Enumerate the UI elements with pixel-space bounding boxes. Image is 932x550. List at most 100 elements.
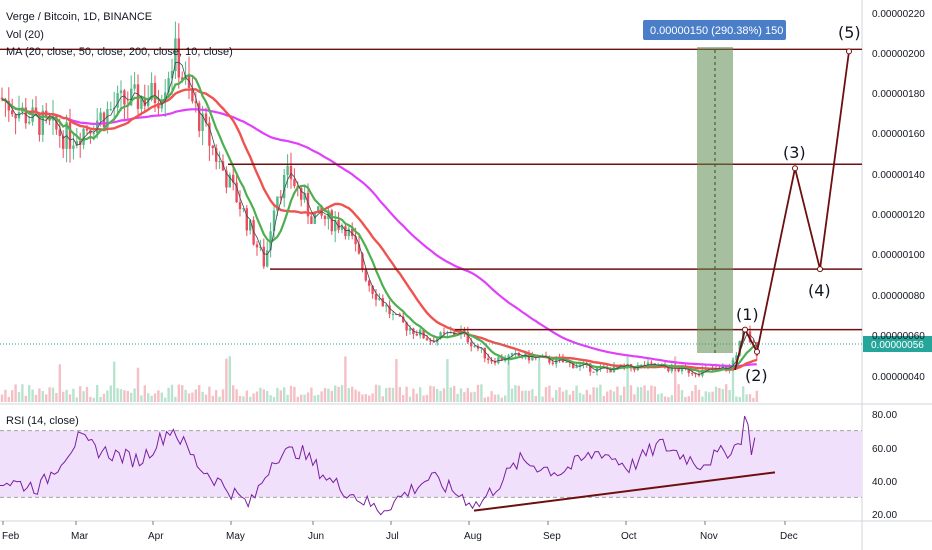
candle-body	[735, 355, 738, 361]
ma-label: MA (20, close, 50, close, 200, close, 10…	[6, 46, 233, 58]
volume-bar	[578, 392, 582, 402]
volume-bar	[718, 387, 721, 402]
volume-bar	[126, 390, 129, 402]
wave-label-1: (1)	[736, 305, 759, 324]
candle-body	[504, 359, 507, 361]
volume-bar	[388, 387, 391, 402]
volume-bar	[296, 396, 299, 402]
candle-body	[72, 145, 75, 149]
volume-bar	[422, 395, 425, 402]
volume-bar	[684, 396, 687, 402]
price-tick: 0.00000060	[872, 331, 925, 342]
volume-bar	[116, 388, 119, 402]
volume-bar	[415, 393, 418, 402]
volume-bar	[109, 385, 112, 402]
candle-body	[368, 280, 371, 286]
candle-body	[228, 174, 231, 188]
candle-body	[442, 332, 446, 334]
candle-body	[748, 331, 752, 342]
measure-label-box	[643, 20, 786, 40]
candle-body	[555, 358, 558, 364]
candle-body	[381, 298, 384, 307]
volume-bar	[483, 397, 486, 402]
volume-bar	[408, 396, 412, 402]
volume-bar	[153, 393, 157, 402]
volume-bar	[616, 386, 619, 402]
time-tick: Jun	[308, 531, 324, 542]
candle-body	[150, 82, 153, 101]
volume-bar	[238, 395, 242, 402]
volume-bar	[517, 385, 520, 402]
volume-bar	[232, 385, 235, 402]
candle-body	[130, 88, 133, 106]
volume-bar	[106, 390, 109, 402]
volume-bar	[303, 394, 306, 402]
wave-point-4	[817, 266, 823, 273]
wave-label-4: (4)	[808, 281, 831, 300]
candle-body	[99, 112, 102, 121]
volume-bar	[442, 388, 446, 402]
volume-bar	[272, 397, 276, 402]
candle-body	[0, 97, 4, 100]
volume-bar	[738, 397, 741, 402]
volume-bar	[629, 385, 633, 402]
candle-body	[7, 101, 10, 111]
volume-bar	[633, 394, 636, 402]
volume-bar	[589, 394, 592, 402]
volume-bar	[470, 392, 473, 402]
volume-bar	[113, 361, 116, 402]
volume-bar	[306, 392, 310, 402]
volume-bar	[670, 395, 673, 402]
volume-bars	[0, 355, 758, 402]
wave-point-2	[754, 348, 760, 355]
rsi-pane	[0, 415, 862, 516]
volume-bar	[667, 397, 670, 402]
candle-body	[249, 220, 252, 231]
volume-bar	[364, 394, 367, 402]
volume-bar	[745, 394, 748, 402]
time-tick: Nov	[700, 531, 718, 542]
candle-body	[351, 228, 354, 237]
candle-body	[119, 90, 123, 94]
volume-bar	[357, 391, 361, 402]
volume-bar	[164, 397, 167, 402]
volume-bar	[714, 386, 718, 402]
volume-bar	[286, 394, 289, 402]
volume-bar	[395, 359, 398, 402]
candle-body	[140, 97, 143, 109]
volume-bar	[524, 390, 527, 402]
volume-bar	[592, 387, 595, 402]
volume-bar	[752, 397, 755, 402]
volume-bar	[198, 385, 201, 402]
price-tick: 0.00000200	[872, 49, 925, 60]
candle-body	[752, 341, 755, 343]
volume-bar	[541, 396, 544, 402]
volume-bar	[595, 387, 599, 402]
volume-bar	[160, 392, 163, 402]
volume-bar	[320, 391, 323, 402]
volume-bar	[21, 384, 24, 402]
volume-bar	[354, 389, 357, 402]
volume-bar	[701, 396, 704, 402]
candle-body	[262, 246, 265, 267]
candle-body	[300, 187, 303, 200]
volume-bar	[575, 385, 578, 402]
volume-bar	[201, 391, 204, 402]
volume-bar	[323, 388, 327, 402]
volume-bar	[490, 391, 493, 402]
volume-bar	[184, 389, 187, 402]
candle-body	[167, 78, 170, 93]
axes	[2, 521, 786, 525]
candle-body	[293, 179, 296, 187]
volume-bar	[317, 394, 320, 402]
candle-body	[204, 113, 208, 123]
candle-body	[691, 373, 694, 375]
wave-point-3	[792, 165, 798, 172]
volume-bar	[79, 386, 82, 402]
volume-bar	[361, 394, 364, 402]
candle-body	[378, 298, 381, 300]
candle-body	[677, 368, 680, 372]
volume-bar	[41, 391, 44, 402]
volume-bar	[252, 393, 255, 402]
